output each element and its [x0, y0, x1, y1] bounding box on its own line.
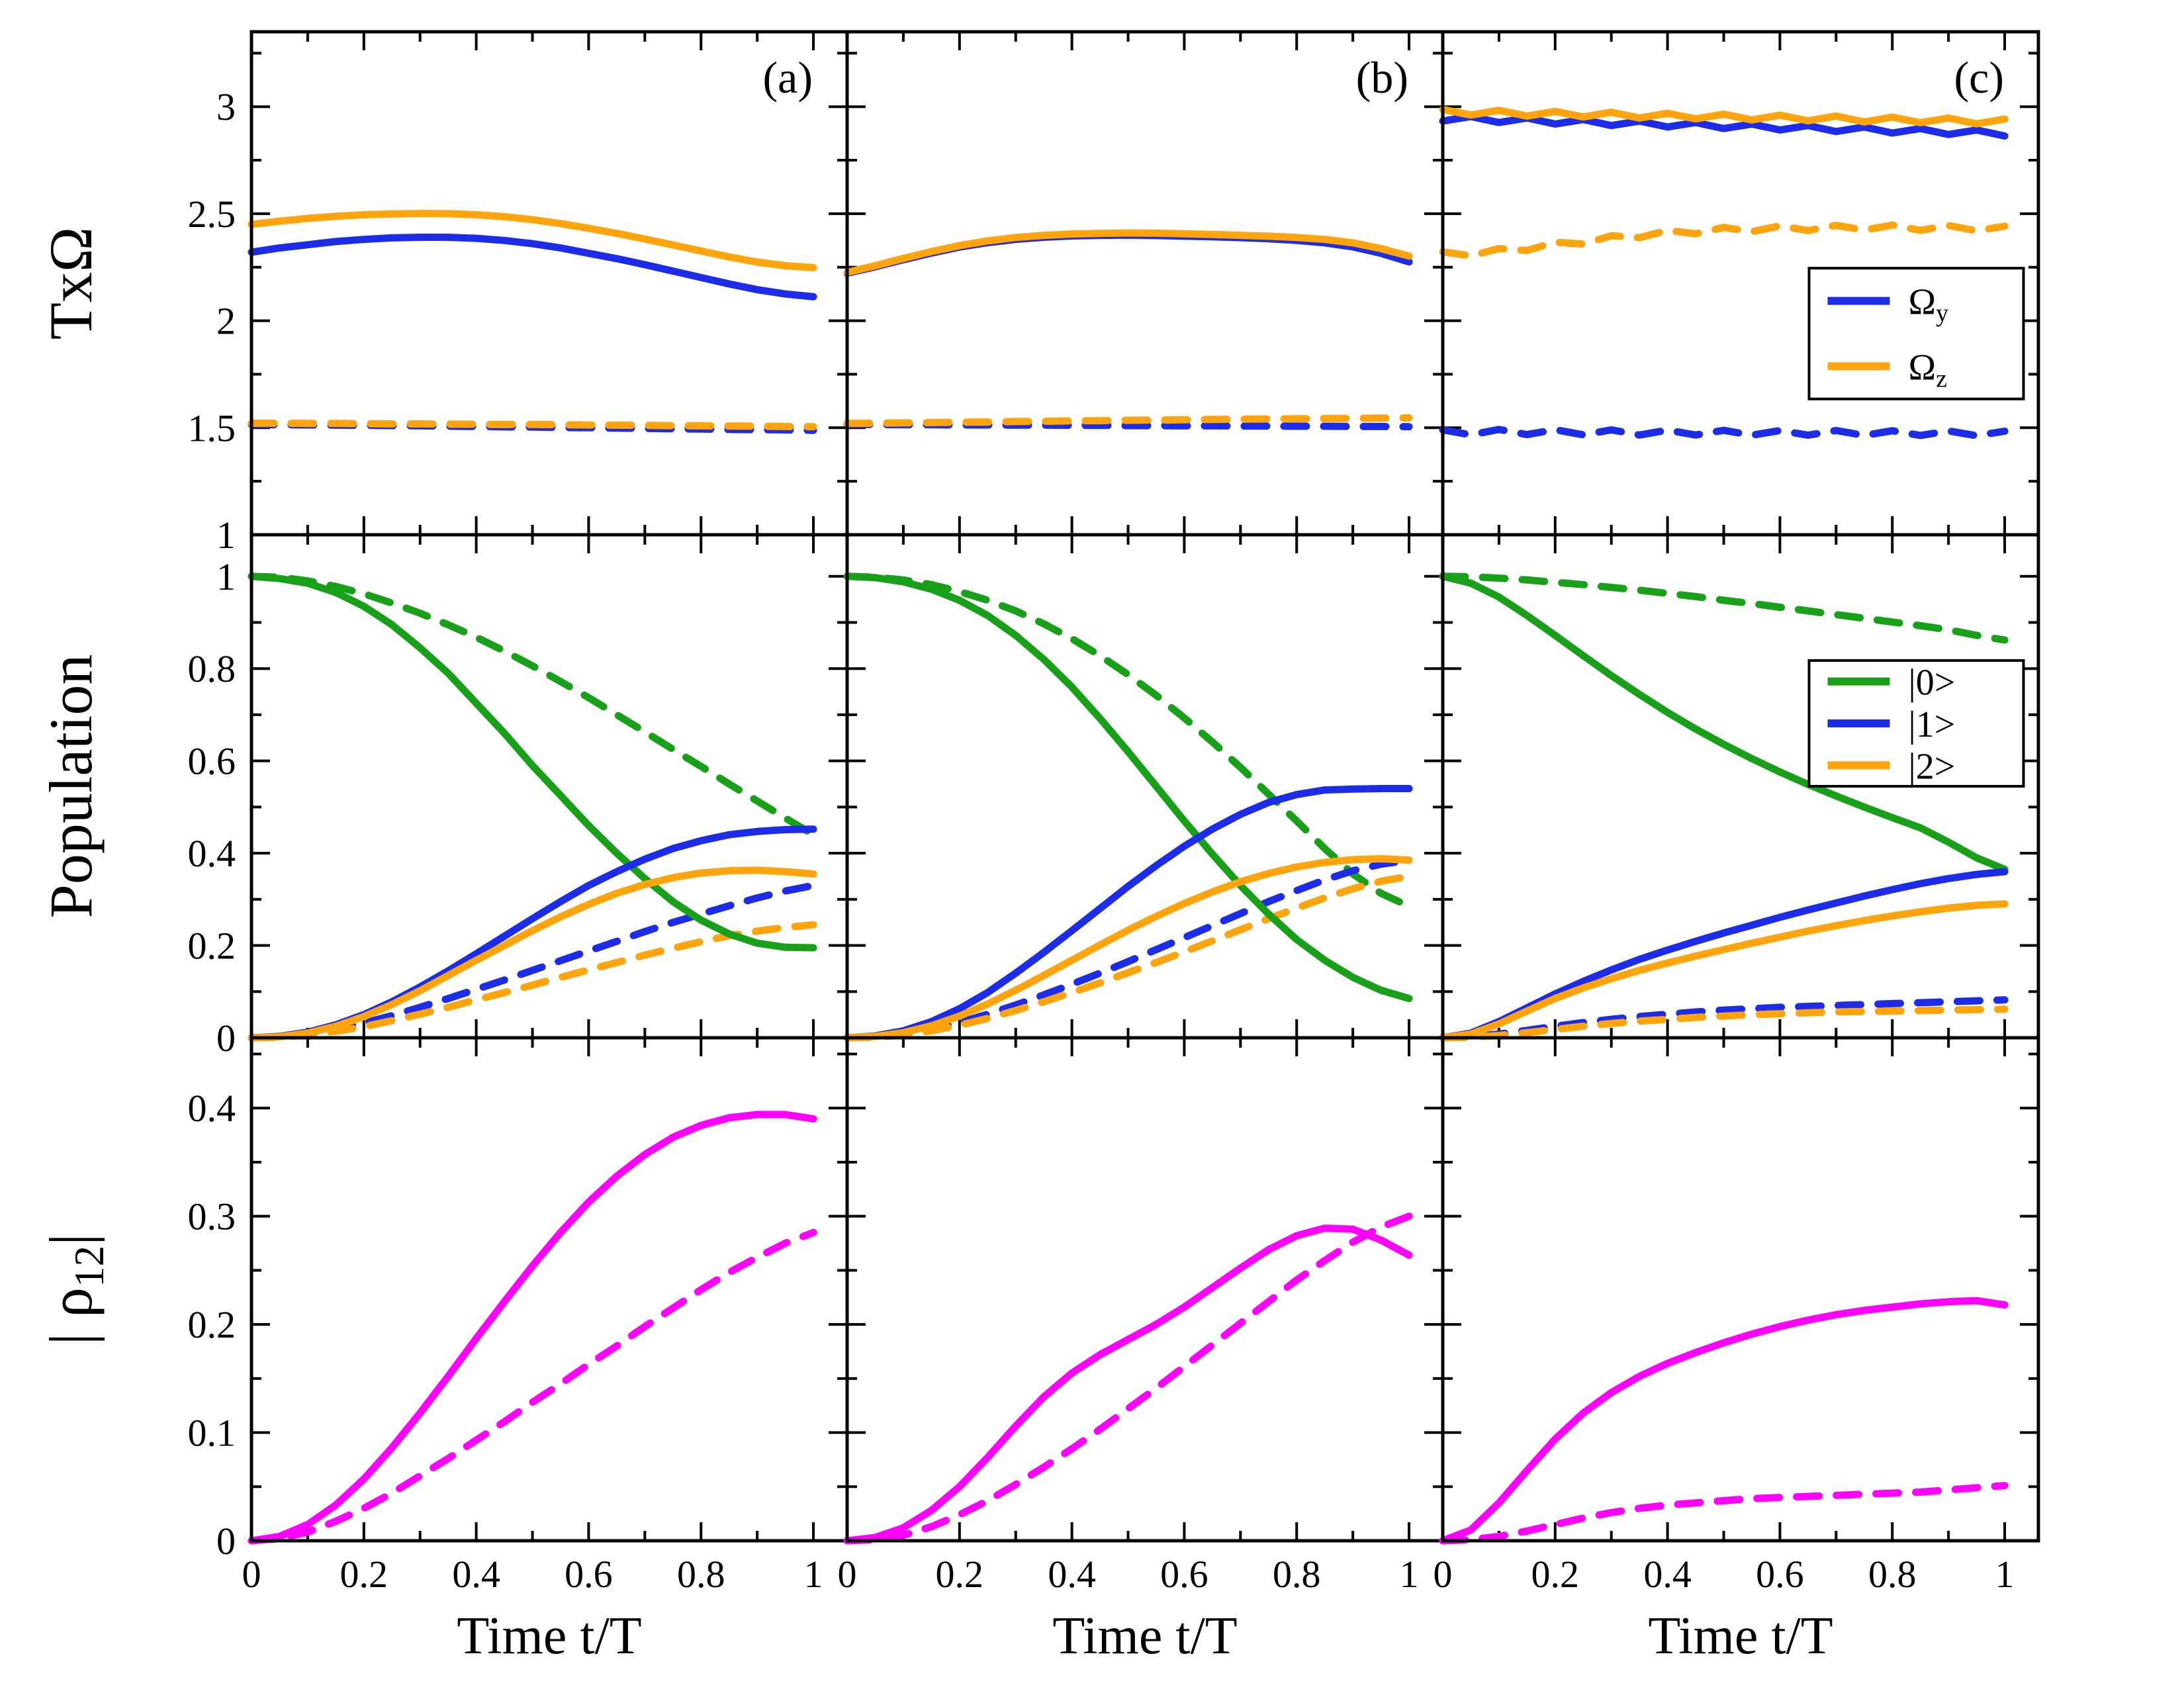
panel-pop-c: |0>|1>|2> [1439, 533, 2040, 1042]
y-tick-label: 0.3 [188, 1195, 236, 1238]
x-tick-label: 0.6 [1160, 1553, 1208, 1596]
series-omega-z-dashed [843, 414, 1413, 428]
legend-label: Ωz [1909, 347, 1948, 392]
y-tick-label: 0 [216, 1017, 236, 1060]
series-p2-solid [248, 866, 817, 1042]
series-rho12-solid [843, 1224, 1413, 1545]
panel-pop-a [248, 533, 849, 1042]
y-tick-label: 0.2 [188, 925, 236, 968]
y-tick-label: 1 [216, 514, 236, 557]
x-axis-title: Time t/T [1052, 1607, 1237, 1665]
x-tick-label: 0.2 [936, 1553, 984, 1596]
legend-label: |0> [1909, 663, 1956, 704]
x-tick-label: 1 [1995, 1553, 2015, 1596]
series-p2-dashed [248, 921, 817, 1042]
x-tick-label: 0.4 [452, 1553, 500, 1596]
y-tick-label: 0.4 [188, 832, 236, 875]
panel-omega-c: Ωy Ωz (c) [1439, 30, 2040, 537]
series-p0-dashed [248, 572, 817, 839]
series-omega-z-solid [248, 210, 817, 271]
y-tick-label: 0.2 [188, 1303, 236, 1346]
y-tick-label: 0.4 [188, 1087, 236, 1130]
x-tick-label: 0.8 [1868, 1553, 1917, 1596]
series-omega-z-solid [843, 229, 1413, 276]
series-rho12-dashed [1439, 1482, 2009, 1545]
legend-label: Ωy [1909, 282, 1949, 328]
series-omega-z-dashed [1439, 221, 2009, 260]
panel-frame [845, 30, 1445, 537]
series-rho12-dashed [248, 1228, 817, 1545]
x-tick-label: 1 [804, 1553, 823, 1596]
y-tick-label: 3 [216, 85, 236, 128]
x-tick-label: 0.4 [1643, 1553, 1692, 1596]
x-tick-label: 0.8 [1273, 1553, 1321, 1596]
series-p1-solid [843, 785, 1413, 1042]
series-p1-dashed [248, 882, 817, 1042]
x-tick-label: 0.4 [1048, 1553, 1096, 1596]
x-tick-label: 0.2 [1531, 1553, 1580, 1596]
series-p2-solid [1439, 900, 2009, 1042]
x-tick-label: 0.6 [565, 1553, 613, 1596]
series-omega-y-solid [248, 234, 817, 300]
x-tick-label: 1 [1400, 1553, 1419, 1596]
series-p2-solid [843, 855, 1413, 1042]
x-tick-label: 0 [242, 1553, 261, 1596]
y-axis-title: Population [37, 655, 105, 919]
series-rho12-solid [248, 1111, 817, 1545]
series-omega-z-solid [1439, 105, 2009, 128]
panel-pop-b [843, 533, 1445, 1042]
x-axis-title: Time t/T [1648, 1607, 1833, 1665]
panel-label: (a) [763, 52, 813, 103]
panel-omega-a: (a) [248, 30, 849, 537]
y-tick-label: 2 [216, 300, 236, 343]
x-tick-label: 0.2 [340, 1553, 388, 1596]
panel-omega-b: (b) [843, 30, 1445, 537]
series-omega-y-dashed [1439, 426, 2009, 439]
series-p0-solid [248, 572, 817, 952]
panel-rho-c [1439, 1036, 2040, 1545]
panel-frame [250, 30, 849, 537]
panel-frame [1441, 1036, 2040, 1543]
series-p0-dashed [1439, 572, 2009, 644]
legend-label: |1> [1909, 704, 1956, 745]
y-tick-label: 0.6 [188, 740, 236, 783]
series-p0-solid [1439, 572, 2009, 873]
panel-rho-b [843, 1036, 1445, 1545]
x-tick-label: 0 [838, 1553, 857, 1596]
series-p2-dashed [843, 872, 1413, 1042]
series-rho12-solid [1439, 1297, 2009, 1545]
y-tick-label: 2.5 [188, 193, 236, 236]
series-p0-dashed [843, 572, 1413, 910]
series-rho12-dashed [843, 1212, 1413, 1545]
panel-label: (c) [1954, 52, 2004, 103]
panel-rho-a [248, 1036, 849, 1545]
y-tick-label: 1 [216, 555, 236, 598]
y-tick-label: 0 [216, 1520, 236, 1563]
y-tick-label: 0.8 [188, 647, 236, 690]
x-tick-label: 0 [1433, 1553, 1453, 1596]
legend-label: |2> [1909, 746, 1956, 787]
y-tick-label: 1.5 [188, 406, 236, 449]
series-p0-solid [843, 572, 1413, 1003]
x-tick-label: 0.6 [1756, 1553, 1804, 1596]
x-tick-label: 0.8 [677, 1553, 725, 1596]
panel-frame [845, 1036, 1445, 1543]
y-tick-label: 0.1 [188, 1412, 236, 1455]
series-omega-y-solid [1439, 113, 2009, 140]
y-axis-title: | ρ12| [37, 1234, 113, 1346]
series-omega-z-dashed [248, 420, 817, 431]
x-axis-title: Time t/T [457, 1607, 641, 1665]
panel-label: (b) [1356, 52, 1408, 103]
series-p2-dashed [1439, 1005, 2009, 1042]
y-axis-title: TxΩ [37, 227, 105, 340]
legend-box [1807, 267, 2025, 400]
